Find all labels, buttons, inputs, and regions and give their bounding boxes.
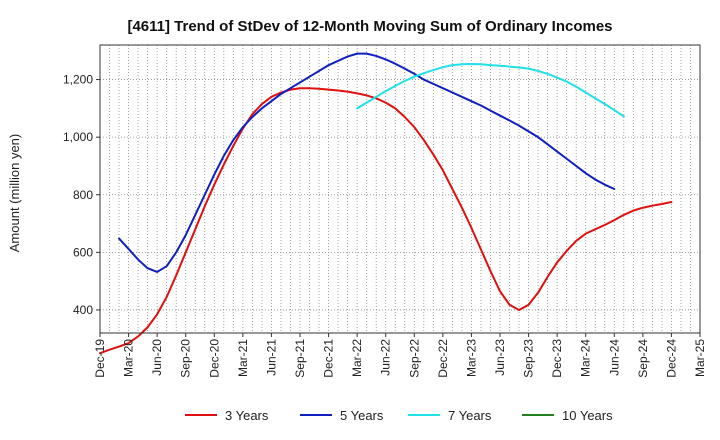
series-line-5-years — [118, 52, 616, 273]
x-tick-label: Jun-23 — [493, 339, 507, 376]
x-tick-label: Sep-24 — [636, 339, 650, 378]
x-tick-labels: Dec-19 Mar-20 Jun-20 Sep-20 Dec-20 Mar-21 Jun-… — [93, 333, 707, 378]
x-tick-label: Sep-23 — [522, 339, 536, 378]
y-tick-label: 1,000 — [63, 130, 93, 144]
plot-frame — [99, 44, 701, 334]
x-tick-label: Jun-22 — [379, 339, 393, 376]
x-tick-label: Dec-22 — [436, 339, 450, 378]
x-tick-label: Dec-23 — [550, 339, 564, 378]
x-tick-label: Dec-24 — [664, 339, 678, 378]
legend-label-7-years: 7 Years — [448, 408, 492, 423]
x-tick-label: Mar-25 — [693, 339, 707, 377]
series-layer — [99, 52, 673, 355]
series-line-7-years — [356, 63, 625, 118]
x-tick-label: Dec-20 — [207, 339, 221, 378]
x-tick-label: Dec-21 — [322, 339, 336, 378]
legend-label-5-years: 5 Years — [340, 408, 384, 423]
x-tick-label: Sep-21 — [293, 339, 307, 378]
y-tick-label: 600 — [73, 245, 93, 259]
y-tick-label: 800 — [73, 188, 93, 202]
chart-title: [4611] Trend of StDev of 12-Month Moving… — [127, 18, 612, 35]
x-tick-label: Mar-23 — [464, 339, 478, 377]
legend: 3 Years 5 Years 7 Years 10 Years — [185, 408, 613, 423]
x-tick-label: Jun-20 — [150, 339, 164, 376]
x-tick-label: Mar-20 — [122, 339, 136, 377]
x-tick-label: Sep-22 — [407, 339, 421, 378]
x-tick-label: Mar-22 — [350, 339, 364, 377]
series-line-3-years — [99, 87, 673, 355]
legend-label-3-years: 3 Years — [225, 408, 269, 423]
x-tick-label: Mar-24 — [579, 339, 593, 377]
y-tick-label: 1,200 — [63, 73, 93, 87]
legend-label-10-years: 10 Years — [562, 408, 613, 423]
gridlines — [99, 45, 701, 333]
y-axis-label: Amount (million yen) — [7, 134, 22, 253]
x-tick-label: Mar-21 — [236, 339, 250, 377]
x-tick-label: Sep-20 — [179, 339, 193, 378]
x-tick-label: Jun-24 — [607, 339, 621, 376]
x-tick-label: Dec-19 — [93, 339, 107, 378]
y-tick-label: 400 — [73, 303, 93, 317]
y-tick-labels: 400 600 800 1,000 1,200 — [63, 73, 100, 317]
x-tick-label: Jun-21 — [264, 339, 278, 376]
